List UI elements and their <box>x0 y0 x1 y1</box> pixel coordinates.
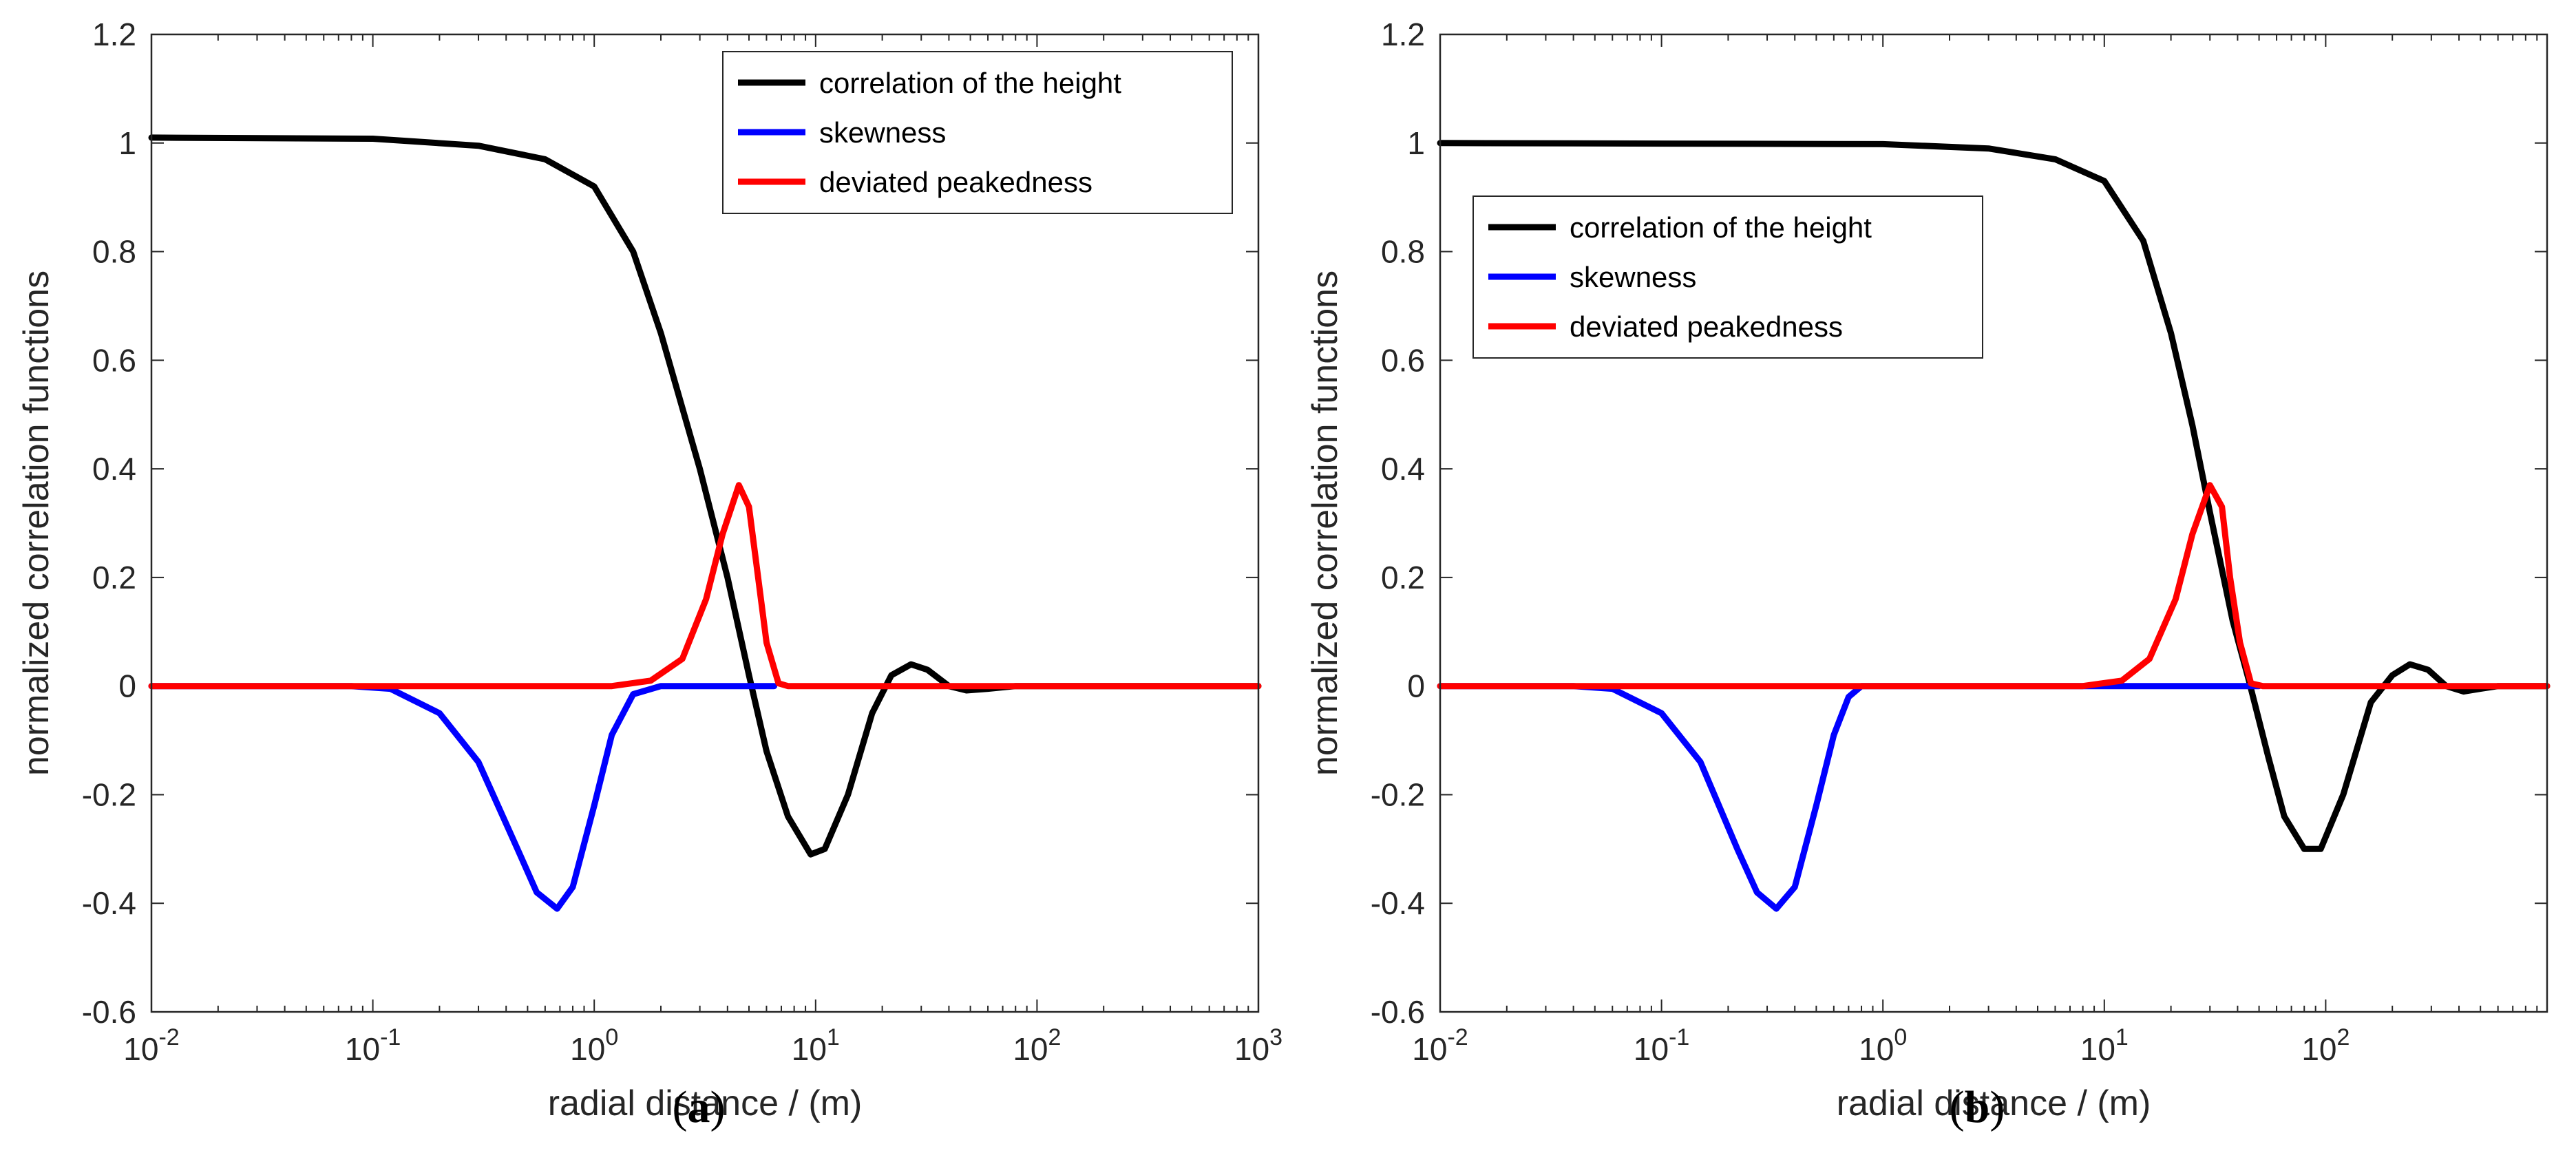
panel-b-x-axis-label: radial distance / (m) <box>1837 1083 2151 1123</box>
panel-b-legend-label-correlation-of-the-height: correlation of the height <box>1570 211 1872 244</box>
panel-b-series-skewness <box>1437 683 2263 912</box>
panel-b-y-tick-label: 0 <box>1407 668 1425 704</box>
panel-b-y-axis-label: normalized correlation functions <box>1305 271 1345 776</box>
panel-a-y-tick-label: 1 <box>118 125 136 161</box>
panel-b-legend-label-deviated-peakedness: deviated peakedness <box>1570 310 1843 343</box>
panel-b-chart: 10-2 10-1 100 101 102 -0.6 -0.4 -0.2 0 0.2 0.4 0.6 0… <box>1305 17 2551 1132</box>
panel-a-y-tick-label: 0 <box>118 668 136 704</box>
panel-b-y-tick-label: 1.2 <box>1381 17 1425 52</box>
panel-b-x-tick-label: 102 <box>2301 1024 2350 1067</box>
panel-a-y-tick-label: 0.6 <box>92 342 136 378</box>
panel-b-y-tick-label: 0.8 <box>1381 234 1425 270</box>
panel-b-legend-box <box>1472 195 1983 359</box>
panel-a-y-axis-label: normalized correlation functions <box>17 271 56 776</box>
panel-b-series-deviated-peakedness <box>1437 482 2551 690</box>
panel-a-legend-label-deviated-peakedness: deviated peakedness <box>819 166 1092 198</box>
panel-b-plot-area <box>1440 34 2547 1012</box>
panel-a-x-axis-label: radial distance / (m) <box>548 1083 863 1123</box>
panel-b-y-tick-label: 1 <box>1407 125 1425 161</box>
panel-a-caption: (a) <box>673 1082 726 1132</box>
panel-a-x-tick-label: 100 <box>570 1024 618 1067</box>
panel-a-x-tick-label: 103 <box>1234 1024 1282 1067</box>
panel-b-legend-label-skewness: skewness <box>1570 261 1696 293</box>
panel-a-series-skewness <box>148 683 778 912</box>
panel-b-axes-box <box>1439 33 2548 1013</box>
panel-b-y-tick-label: -0.6 <box>1371 994 1425 1030</box>
panel-b-x-tick-label: 101 <box>2080 1024 2129 1067</box>
panel-b-x-tick-label: 100 <box>1859 1024 1907 1067</box>
panel-a-x-tick-label: 10-1 <box>345 1024 401 1067</box>
panel-b-y-tick-label: -0.4 <box>1371 885 1425 921</box>
panel-a-y-tick-label: 1.2 <box>92 17 136 52</box>
panel-b-x-tick-label: 10-2 <box>1412 1024 1468 1067</box>
panel-a-legend-box <box>722 51 1233 214</box>
panel-a-x-tick-label: 101 <box>792 1024 840 1067</box>
panel-a-legend-label-correlation-of-the-height: correlation of the height <box>819 67 1121 99</box>
panel-b-y-tick-label: 0.6 <box>1381 342 1425 378</box>
panel-a-y-tick-label: 0.8 <box>92 234 136 270</box>
panel-b-x-tick-label: 10-1 <box>1634 1024 1689 1067</box>
panel-b-y-tick-label: 0.4 <box>1381 451 1425 487</box>
panel-b-y-tick-label: -0.2 <box>1371 776 1425 812</box>
panel-a-y-tick-label: -0.6 <box>82 994 136 1030</box>
panel-a-y-tick-label: -0.2 <box>82 776 136 812</box>
panel-a-y-tick-label: 0.4 <box>92 451 136 487</box>
panel-b-y-tick-label: 0.2 <box>1381 560 1425 595</box>
panel-a-axes-box <box>150 33 1260 1013</box>
panel-a-series-deviated-peakedness <box>148 482 1262 690</box>
panel-a-chart: 10-2 10-1 100 101 102 103 -0.6 -0.4 -0.2 0 0.2 0.4 0… <box>17 17 1282 1132</box>
panel-a-x-tick-label: 102 <box>1013 1024 1061 1067</box>
panel-a-y-tick-label: -0.4 <box>82 885 136 921</box>
panel-a-legend-label-skewness: skewness <box>819 116 946 149</box>
panel-b-caption: (b) <box>1950 1082 2005 1132</box>
panel-a-x-tick-label: 10-2 <box>123 1024 179 1067</box>
panel-a-y-tick-label: 0.2 <box>92 560 136 595</box>
